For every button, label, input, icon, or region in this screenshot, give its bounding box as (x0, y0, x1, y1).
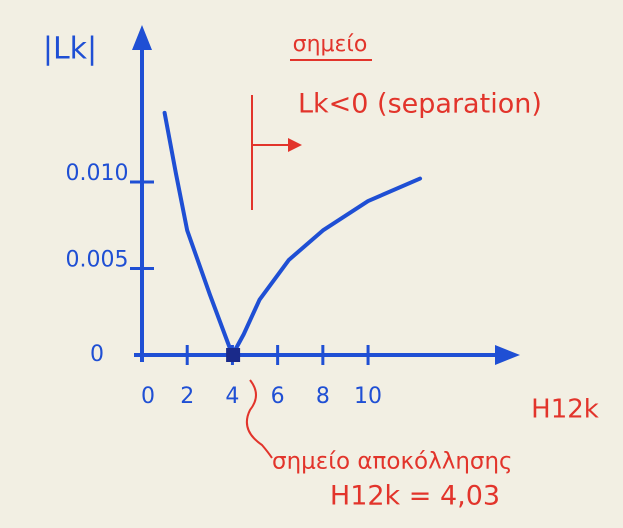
y-tick-label: 0.010 (66, 161, 129, 186)
y-tick-label: 0.005 (66, 248, 129, 273)
x-tick-label: 6 (271, 384, 285, 409)
annotation: Lk<0 (separation) (298, 89, 542, 120)
chart: |Lk| H12k σημείο Lk<0 (separation) σημεί… (0, 0, 623, 528)
y-tick-label: 0 (90, 342, 104, 367)
annotation: σημείο αποκόλλησης (272, 449, 513, 475)
point (226, 348, 240, 362)
x-tick-label: 2 (180, 384, 194, 409)
x-tick-label: 4 (225, 384, 239, 409)
x-tick-label: 8 (316, 384, 330, 409)
y-axis-label: |Lk| (43, 32, 97, 67)
x-axis-label: H12k (531, 395, 599, 425)
x-tick-label: 10 (354, 384, 382, 409)
x-tick-label: 0 (141, 384, 155, 409)
annotation: σημείο (293, 32, 368, 57)
annotation: H12k = 4,03 (330, 481, 500, 512)
